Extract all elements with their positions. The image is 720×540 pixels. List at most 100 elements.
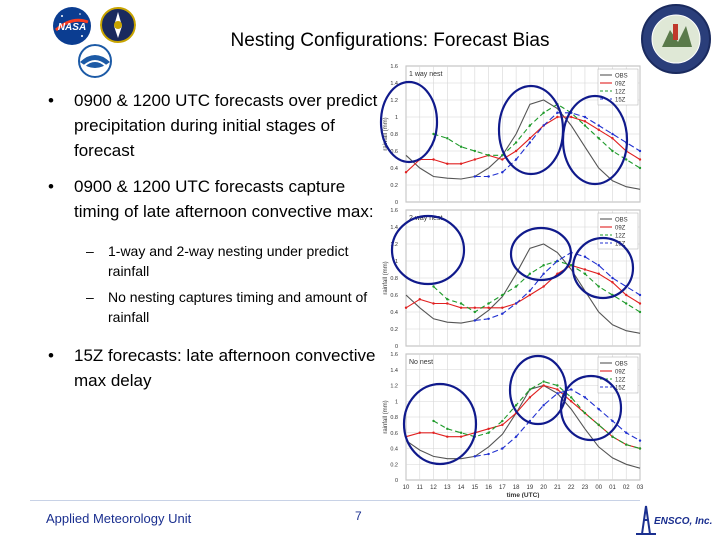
legend-label: 09Z bbox=[615, 82, 626, 88]
data-point-12z bbox=[514, 141, 518, 144]
ensco-logo: ENSCO, Inc. bbox=[636, 505, 712, 535]
data-point-12z bbox=[583, 272, 587, 275]
sub-bullet-text: 1-way and 2-way nesting under predict ra… bbox=[108, 243, 349, 279]
data-point-12z bbox=[611, 149, 614, 153]
data-point-09z bbox=[404, 306, 408, 309]
data-point-09z bbox=[418, 431, 421, 434]
svg-text:NASA: NASA bbox=[58, 22, 86, 33]
bullet-marker: • bbox=[48, 177, 54, 196]
y-tick-label: 0.2 bbox=[390, 462, 398, 468]
sub-bullet-item: –1-way and 2-way nesting under predict r… bbox=[48, 241, 378, 281]
sub-bullet-marker: – bbox=[86, 289, 94, 305]
sub-bullet-item: – No nesting captures timing and amount o… bbox=[48, 287, 378, 327]
data-point-12z bbox=[597, 137, 600, 140]
amu-patch-logo bbox=[641, 4, 711, 74]
data-point-09z bbox=[569, 115, 573, 119]
y-tick-label: 0.8 bbox=[390, 276, 398, 282]
x-tick-label: 15 bbox=[471, 485, 478, 491]
data-point-09z bbox=[501, 306, 504, 309]
data-point-12z bbox=[432, 419, 435, 423]
slide-title: Nesting Configurations: Forecast Bias bbox=[230, 30, 550, 51]
sub-bullet-marker: – bbox=[86, 243, 94, 259]
data-point-12z bbox=[446, 427, 449, 431]
y-tick-label: 0 bbox=[395, 344, 398, 350]
data-point-12z bbox=[459, 302, 463, 305]
data-point-12z bbox=[473, 149, 477, 153]
data-point-12z bbox=[569, 264, 573, 267]
y-tick-label: 1.2 bbox=[390, 98, 398, 104]
data-point-15z bbox=[611, 419, 614, 423]
legend-label: 09Z bbox=[615, 370, 626, 376]
y-tick-label: 1 bbox=[395, 115, 398, 121]
legend-label: OBS bbox=[615, 218, 628, 224]
data-point-09z bbox=[404, 171, 408, 174]
highlight-circle bbox=[559, 374, 623, 442]
bullet-text: 0900 & 1200 UTC forecasts capture timing… bbox=[74, 177, 374, 221]
series-line-12z bbox=[433, 103, 641, 169]
data-point-09z bbox=[556, 388, 559, 391]
bullet-item: • 0900 & 1200 UTC forecasts over predict … bbox=[48, 88, 378, 163]
y-tick-label: 0.4 bbox=[390, 166, 398, 172]
data-point-09z bbox=[528, 293, 532, 297]
data-point-12z bbox=[638, 447, 642, 450]
data-point-12z bbox=[583, 124, 587, 127]
data-point-09z bbox=[473, 306, 477, 309]
bullet-marker: • bbox=[48, 91, 54, 110]
x-tick-label: 12 bbox=[430, 485, 437, 491]
footer-divider bbox=[30, 500, 640, 501]
data-point-15z bbox=[583, 115, 587, 119]
forecast-bias-charts: 0 0.2 0.4 0.6 0.8 1 1.2 1.4 1.6 rainfall (mm) 1 wa… bbox=[379, 64, 644, 498]
highlight-circle bbox=[571, 236, 635, 300]
panel-title: 1 way nest bbox=[409, 71, 443, 78]
y-tick-label: 1.4 bbox=[390, 81, 398, 87]
data-point-09z bbox=[487, 427, 490, 431]
highlight-circle bbox=[509, 226, 573, 282]
series-line-obs bbox=[405, 384, 641, 469]
series-line-obs bbox=[405, 243, 641, 334]
y-tick-label: 1.2 bbox=[390, 242, 398, 248]
legend-label: OBS bbox=[615, 74, 628, 80]
page-number: 7 bbox=[355, 509, 362, 523]
x-tick-label: 11 bbox=[417, 485, 424, 491]
data-point-09z bbox=[473, 158, 477, 161]
y-tick-label: 0.8 bbox=[390, 415, 398, 421]
panel-title: 2 way nest bbox=[409, 215, 443, 222]
data-point-15z bbox=[501, 447, 504, 450]
ensco-wordmark: ENSCO, Inc. bbox=[654, 516, 712, 527]
data-point-12z bbox=[487, 154, 490, 157]
bullet-text: 15Z forecasts: late afternoon convective… bbox=[74, 346, 376, 390]
data-point-15z bbox=[473, 319, 477, 322]
data-point-09z bbox=[597, 272, 600, 275]
y-tick-label: 0.6 bbox=[390, 293, 398, 299]
data-point-09z bbox=[542, 285, 545, 288]
data-point-09z bbox=[432, 431, 435, 434]
data-point-09z bbox=[446, 435, 449, 438]
data-point-09z bbox=[459, 162, 463, 165]
data-point-12z bbox=[446, 137, 449, 140]
data-point-12z bbox=[569, 396, 573, 399]
sub-bullet-text: No nesting captures timing and amount of… bbox=[108, 289, 368, 325]
y-tick-label: 0.2 bbox=[390, 183, 398, 189]
data-point-09z bbox=[446, 162, 449, 165]
series-line-09z bbox=[405, 264, 641, 309]
x-tick-label: 18 bbox=[513, 485, 520, 491]
legend-label: 15Z bbox=[615, 98, 626, 104]
y-tick-label: 1.4 bbox=[390, 368, 398, 374]
data-point-12z bbox=[597, 423, 600, 427]
data-point-15z bbox=[611, 132, 614, 136]
bullet-list: • 0900 & 1200 UTC forecasts over predict … bbox=[48, 88, 378, 404]
data-point-09z bbox=[432, 302, 435, 305]
data-point-15z bbox=[501, 312, 504, 315]
nasa-logo: NASA bbox=[53, 7, 91, 45]
data-point-09z bbox=[459, 435, 463, 438]
data-point-09z bbox=[528, 137, 532, 140]
data-point-15z bbox=[638, 149, 642, 153]
series-line-09z bbox=[405, 116, 641, 173]
x-tick-label: 21 bbox=[554, 485, 561, 491]
y-tick-label: 1.6 bbox=[390, 64, 398, 70]
data-point-15z bbox=[473, 175, 477, 178]
data-point-12z bbox=[501, 419, 504, 423]
data-point-09z bbox=[638, 158, 642, 161]
data-point-12z bbox=[487, 431, 490, 434]
